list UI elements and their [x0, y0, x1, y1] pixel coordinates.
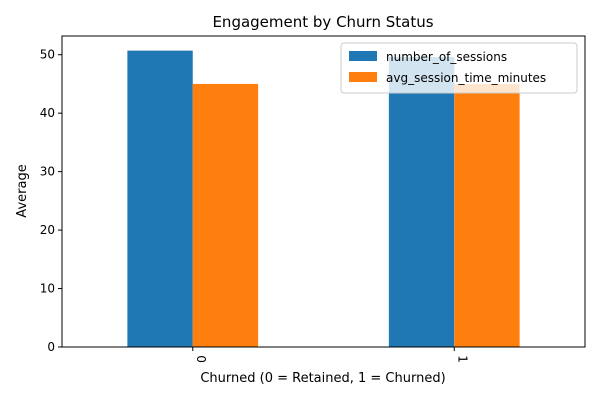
legend-label: number_of_sessions	[386, 50, 507, 64]
chart-title: Engagement by Churn Status	[212, 13, 433, 31]
legend: number_of_sessions avg_session_time_minut…	[340, 42, 578, 94]
legend-label: avg_session_time_minutes	[386, 71, 546, 85]
y-axis-ticks: 0 10 20 30 40 50	[40, 48, 62, 354]
y-axis-label: Average	[15, 164, 30, 217]
y-tick-label: 40	[40, 106, 55, 120]
y-tick-label: 0	[47, 340, 55, 354]
y-tick-label: 50	[40, 48, 55, 62]
y-tick-label: 20	[40, 223, 55, 237]
bar-number_of_sessions-1	[388, 57, 455, 348]
x-axis-label: Churned (0 = Retained, 1 = Churned)	[200, 371, 445, 386]
bar-avg_session_time_minutes-1	[454, 83, 520, 347]
x-tick-label: 1	[455, 355, 469, 363]
legend-swatch	[349, 72, 377, 82]
plot-frame	[61, 35, 586, 348]
bar-number_of_sessions-0	[127, 50, 193, 348]
legend-box	[340, 42, 578, 94]
bars-group	[127, 50, 520, 348]
x-tick-label: 0	[194, 355, 208, 363]
y-tick-label: 30	[40, 165, 55, 179]
y-tick-label: 10	[40, 282, 55, 296]
legend-swatch	[349, 51, 377, 61]
bar-avg_session_time_minutes-0	[192, 83, 259, 347]
